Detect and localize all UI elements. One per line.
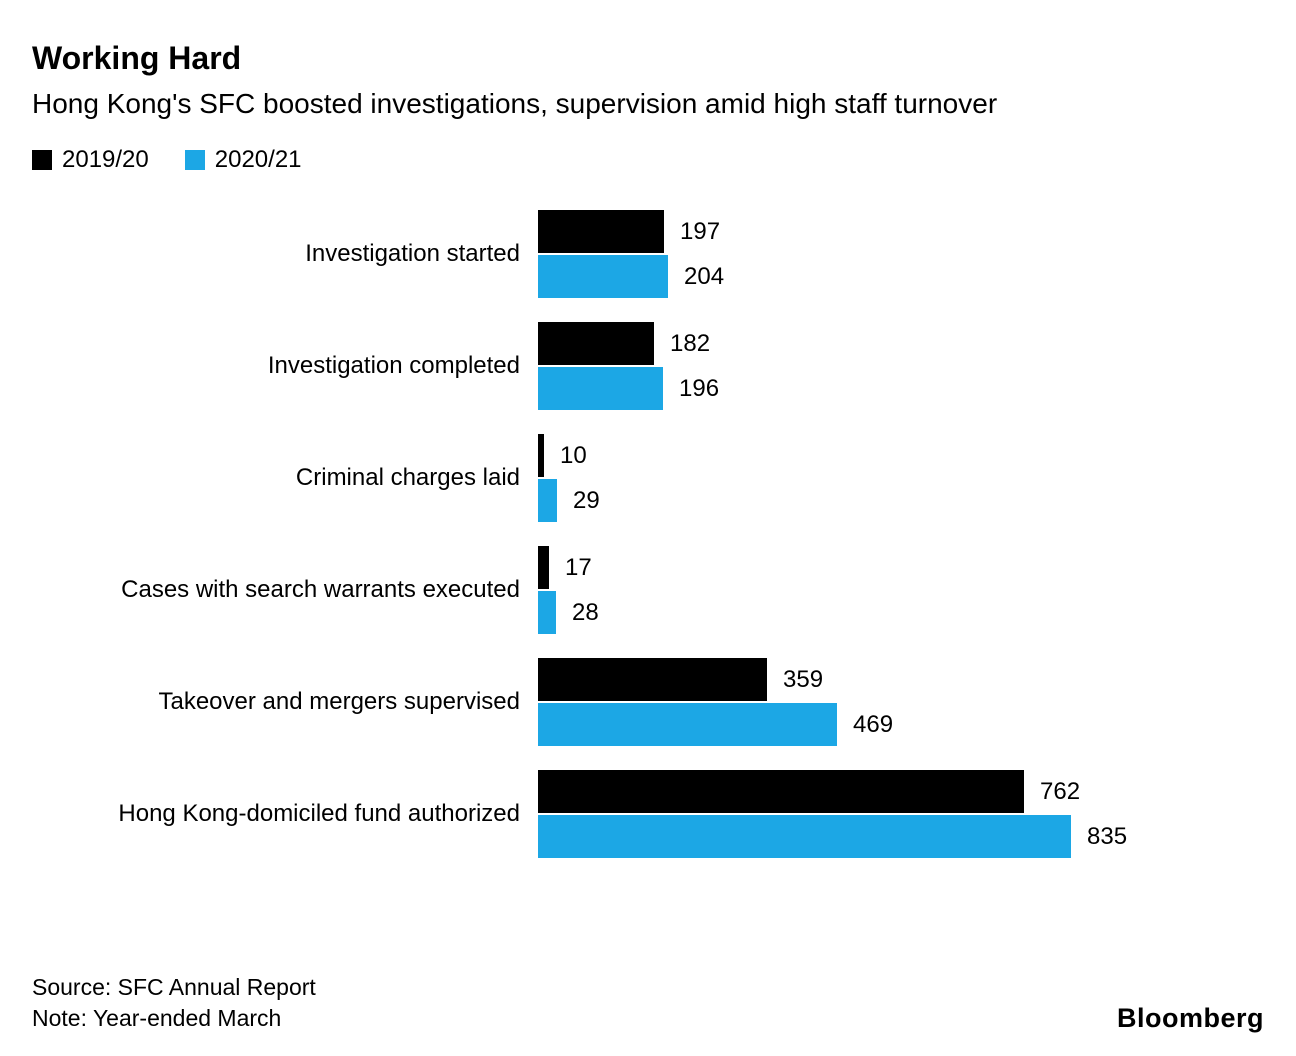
chart-row: Investigation started 197 204	[32, 210, 1264, 299]
chart-row: Hong Kong-domiciled fund authorized 762 83…	[32, 770, 1264, 859]
bar-2019-20	[538, 546, 549, 590]
chart-row: Investigation completed 182 196	[32, 322, 1264, 411]
bar-value-label: 762	[1040, 777, 1081, 805]
bar-value-label: 835	[1087, 822, 1128, 850]
category-label: Cases with search warrants executed	[121, 575, 520, 603]
category-label: Investigation started	[305, 239, 520, 267]
chart-row: Cases with search warrants executed 17 28	[32, 546, 1264, 635]
bar-2020-21	[538, 815, 1071, 859]
bar-value-label: 29	[573, 486, 600, 514]
bar-value-label: 359	[783, 665, 824, 693]
legend-swatch-blue	[184, 150, 205, 171]
category-label: Criminal charges laid	[295, 463, 520, 491]
bar-value-label: 204	[684, 262, 725, 290]
bar-line: 204	[538, 255, 1264, 299]
bar-line: 17	[538, 546, 1264, 590]
bar-2020-21	[538, 591, 556, 635]
bar-line: 10	[538, 434, 1264, 478]
legend: 2019/20 2020/21	[32, 146, 1264, 174]
legend-label: 2019/20	[62, 146, 149, 174]
bar-2019-20	[538, 210, 664, 254]
bar-value-label: 17	[565, 553, 592, 581]
chart-row: Takeover and mergers supervised 359 469	[32, 658, 1264, 747]
bar-line: 196	[538, 367, 1264, 411]
bar-value-label: 469	[853, 710, 894, 738]
category-label: Takeover and mergers supervised	[158, 687, 520, 715]
bar-value-label: 196	[679, 374, 720, 402]
bar-line: 762	[538, 770, 1264, 814]
bar-line: 359	[538, 658, 1264, 702]
category-label: Investigation completed	[267, 351, 520, 379]
bar-2020-21	[538, 703, 837, 747]
chart-subtitle: Hong Kong's SFC boosted investigations, …	[32, 87, 998, 119]
bar-line: 28	[538, 591, 1264, 635]
bar-group: 762 835	[538, 770, 1264, 859]
bar-2020-21	[538, 367, 663, 411]
bar-2019-20	[538, 770, 1024, 814]
category-label: Hong Kong-domiciled fund authorized	[118, 799, 520, 827]
bar-group: 17 28	[538, 546, 1264, 635]
bar-group: 10 29	[538, 434, 1264, 523]
bar-line: 835	[538, 815, 1264, 859]
bar-group: 197 204	[538, 210, 1264, 299]
legend-item-2020-21: 2020/21	[184, 146, 302, 174]
year-note: Note: Year-ended March	[32, 1004, 282, 1031]
legend-item-2019-20: 2019/20	[32, 146, 149, 174]
bar-group: 359 469	[538, 658, 1264, 747]
legend-swatch-black	[32, 150, 52, 171]
bar-value-label: 10	[560, 441, 587, 469]
bar-line: 182	[538, 322, 1264, 366]
bar-line: 197	[538, 210, 1264, 254]
footer-notes: Source: SFC Annual Report Note: Year-end…	[32, 972, 316, 1034]
bloomberg-logo: Bloomberg	[1116, 1003, 1264, 1033]
bar-2019-20	[538, 658, 767, 702]
bar-value-label: 28	[572, 598, 599, 626]
bar-2019-20	[538, 434, 544, 478]
bar-line: 469	[538, 703, 1264, 747]
chart-title: Working Hard	[32, 40, 242, 76]
bar-group: 182 196	[538, 322, 1264, 411]
bar-line: 29	[538, 479, 1264, 523]
legend-label: 2020/21	[214, 146, 302, 174]
bar-2020-21	[538, 479, 557, 523]
bar-2019-20	[538, 322, 654, 366]
bar-value-label: 197	[680, 217, 721, 245]
chart-row: Criminal charges laid 10 29	[32, 434, 1264, 523]
bar-chart: Investigation started 197 204 Investigation…	[32, 210, 1264, 859]
bar-2020-21	[538, 255, 668, 299]
bar-value-label: 182	[670, 329, 711, 357]
source-note: Source: SFC Annual Report	[32, 973, 316, 1000]
